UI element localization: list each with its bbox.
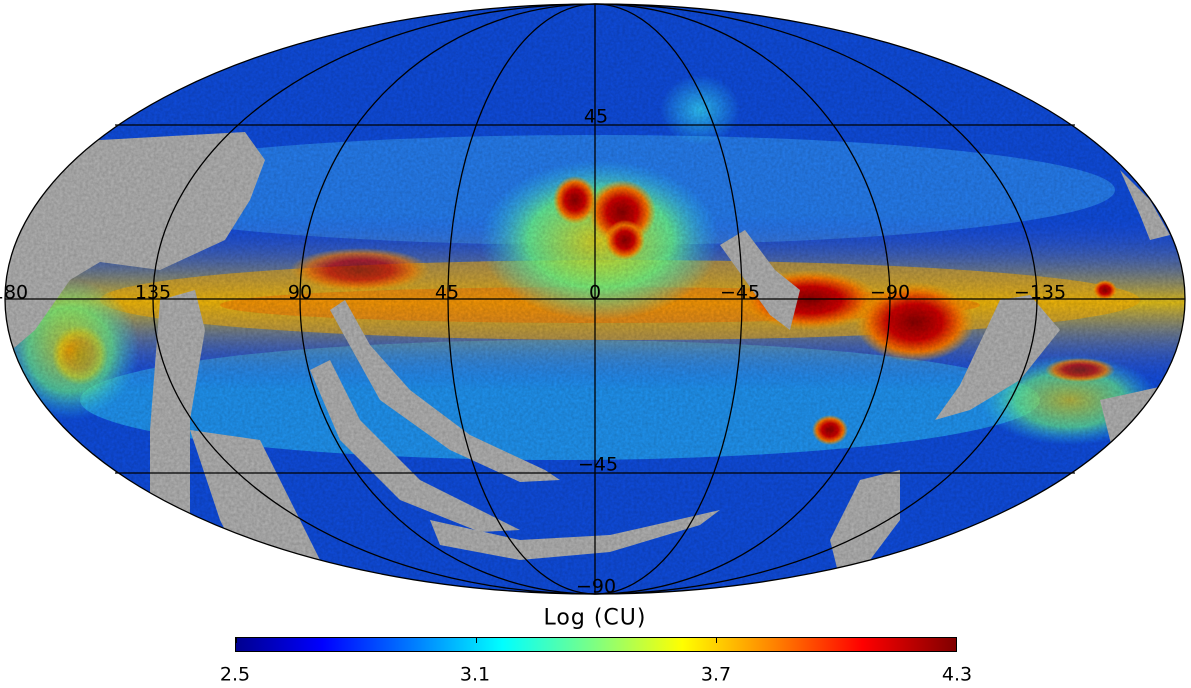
allsky-map: 180 135 90 45 0 −45 −90 −135 45 −45 −90 — [0, 3, 1186, 598]
mollweide-map-svg — [4, 3, 1186, 595]
colorbar-tickmark — [476, 638, 477, 643]
colorbar-tickmark — [956, 638, 957, 643]
lat-label-45: 45 — [583, 105, 609, 128]
graticule — [4, 3, 1186, 595]
lon-label-0: 0 — [588, 281, 602, 304]
colorbar-tick-3-1: 3.1 — [459, 663, 491, 686]
lon-label-180: 180 — [0, 281, 29, 304]
lon-label-neg135: −135 — [1013, 281, 1067, 304]
lat-label-neg45: −45 — [577, 453, 619, 476]
colorbar-tick-2-5: 2.5 — [219, 663, 251, 686]
lon-label-neg90: −90 — [869, 281, 911, 304]
colorbar-title: Log (CU) — [543, 605, 647, 631]
lon-label-135: 135 — [134, 281, 172, 304]
lat-label-neg90: −90 — [575, 575, 617, 598]
lon-label-90: 90 — [287, 281, 313, 304]
colorbar-tick-3-7: 3.7 — [700, 663, 732, 686]
colorbar-tickmark — [716, 638, 717, 643]
lon-label-neg45: −45 — [719, 281, 761, 304]
meridian-135 — [152, 3, 1038, 595]
colorbar — [235, 637, 957, 652]
lon-label-45: 45 — [434, 281, 460, 304]
masked-region-sw-b — [5, 480, 180, 594]
colorbar-tickmark — [236, 638, 237, 643]
colorbar-tick-4-3: 4.3 — [941, 663, 973, 686]
